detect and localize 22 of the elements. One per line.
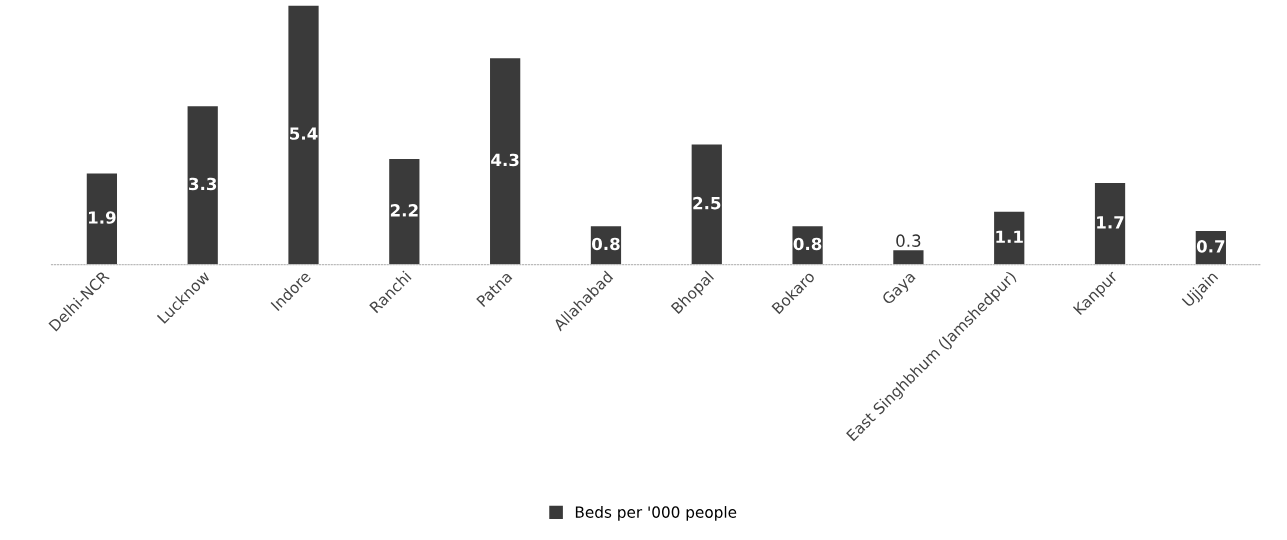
bar	[994, 211, 1025, 265]
bar	[187, 106, 218, 265]
data-label: 1.7	[1097, 216, 1124, 229]
data-label: 0.7	[1196, 240, 1225, 253]
bar	[1094, 183, 1126, 265]
data-label: 2.5	[693, 196, 721, 210]
bar	[389, 159, 420, 265]
data-label: 0.3	[896, 234, 921, 247]
bar	[893, 250, 924, 265]
data-label: 0.8	[592, 237, 620, 251]
data-label: 1.9	[89, 211, 116, 224]
legend-label: Beds per '000 people	[575, 506, 737, 521]
data-label: 4.3	[491, 153, 519, 167]
bar	[691, 144, 722, 265]
data-label: 5.4	[290, 127, 318, 140]
data-label: 3.3	[189, 177, 217, 191]
data-label: 1.1	[996, 230, 1023, 243]
bar	[288, 5, 319, 265]
bar	[86, 173, 118, 265]
data-label: 2.2	[390, 204, 418, 217]
data-label: 0.8	[793, 237, 822, 251]
bar	[490, 58, 521, 265]
